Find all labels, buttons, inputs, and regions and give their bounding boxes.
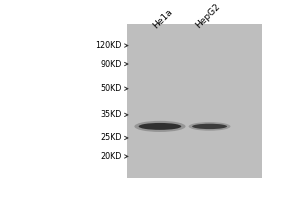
- Ellipse shape: [192, 124, 227, 129]
- Text: 90KD: 90KD: [100, 60, 122, 69]
- Ellipse shape: [134, 121, 185, 132]
- Text: 120KD: 120KD: [96, 41, 122, 50]
- Text: HepG2: HepG2: [194, 2, 222, 30]
- Bar: [127, 24, 262, 178]
- Text: He1a: He1a: [151, 7, 174, 30]
- Ellipse shape: [189, 122, 230, 131]
- Text: 25KD: 25KD: [100, 133, 122, 142]
- Text: 50KD: 50KD: [100, 84, 122, 93]
- Text: 20KD: 20KD: [100, 152, 122, 161]
- Ellipse shape: [139, 123, 181, 130]
- Text: 35KD: 35KD: [100, 110, 122, 119]
